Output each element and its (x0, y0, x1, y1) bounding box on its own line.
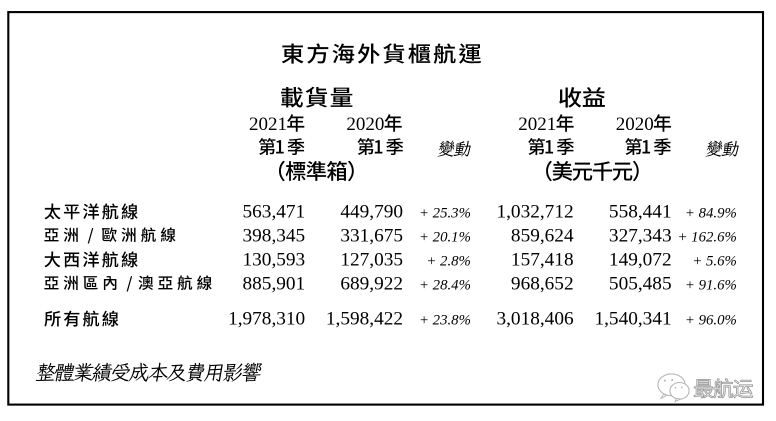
svg-text:127,035: 127,035 (340, 249, 403, 270)
svg-text:+ 96.0%: + 96.0% (685, 312, 737, 328)
svg-text:+ 25.3%: + 25.3% (419, 205, 471, 221)
svg-text:149,072: 149,072 (609, 249, 672, 270)
svg-text:2020: 2020 (616, 114, 654, 135)
svg-text:1,978,310: 1,978,310 (228, 308, 305, 329)
svg-text:1,032,712: 1,032,712 (496, 201, 573, 222)
svg-text:157,418: 157,418 (511, 249, 574, 270)
svg-text:3,018,406: 3,018,406 (496, 308, 573, 329)
svg-text:+ 20.1%: + 20.1% (419, 229, 471, 245)
svg-text:689,922: 689,922 (340, 273, 403, 294)
svg-text:398,345: 398,345 (243, 225, 306, 246)
svg-text:+ 91.6%: + 91.6% (685, 277, 737, 293)
svg-text:558,441: 558,441 (609, 201, 672, 222)
svg-text:449,790: 449,790 (340, 201, 403, 222)
svg-text:2020: 2020 (346, 114, 384, 135)
svg-text:+ 23.8%: + 23.8% (419, 312, 471, 328)
svg-text:+ 162.6%: + 162.6% (677, 229, 736, 245)
svg-text:327,343: 327,343 (609, 225, 672, 246)
svg-text:505,485: 505,485 (609, 273, 672, 294)
svg-text:1,598,422: 1,598,422 (326, 308, 403, 329)
svg-text:+ 5.6%: + 5.6% (692, 253, 737, 269)
svg-text:885,901: 885,901 (243, 273, 306, 294)
svg-text:2021: 2021 (249, 114, 287, 135)
svg-text:563,471: 563,471 (243, 201, 306, 222)
svg-text:859,624: 859,624 (511, 225, 574, 246)
svg-text:331,675: 331,675 (340, 225, 403, 246)
svg-text:2021: 2021 (518, 114, 556, 135)
svg-text:968,652: 968,652 (511, 273, 574, 294)
svg-text:+ 2.8%: + 2.8% (426, 253, 471, 269)
svg-text:+ 84.9%: + 84.9% (685, 205, 737, 221)
svg-text:+ 28.4%: + 28.4% (419, 277, 471, 293)
svg-text:1,540,341: 1,540,341 (594, 308, 671, 329)
svg-text:130,593: 130,593 (243, 249, 306, 270)
